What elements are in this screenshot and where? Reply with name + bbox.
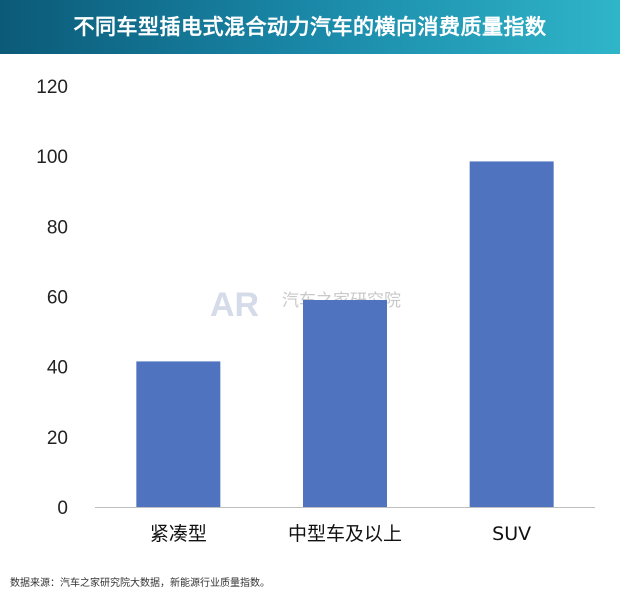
bar [303,300,387,507]
y-tick-label: 120 [36,77,68,98]
y-tick-label: 60 [47,288,68,309]
x-category-label: SUV [492,523,531,545]
bars [136,161,554,507]
x-category-label: 中型车及以上 [288,523,402,545]
y-tick-label: 0 [57,498,68,519]
y-axis-ticks: 0 20 40 60 80 100 120 [36,77,68,519]
bar [136,361,221,507]
bar [469,161,554,507]
data-source-note: 数据来源：汽车之家研究院大数据，新能源行业质量指数。 [10,578,270,589]
x-category-label: 紧凑型 [150,523,207,545]
chart-title: 不同车型插电式混合动力汽车的横向消费质量指数 [0,0,620,54]
y-tick-label: 40 [47,358,68,379]
watermark-logo: AR [210,286,259,324]
y-tick-label: 80 [47,217,68,238]
x-axis-categories: 紧凑型 中型车及以上 SUV [150,523,531,545]
y-tick-label: 20 [47,428,68,449]
y-tick-label: 100 [36,147,68,168]
